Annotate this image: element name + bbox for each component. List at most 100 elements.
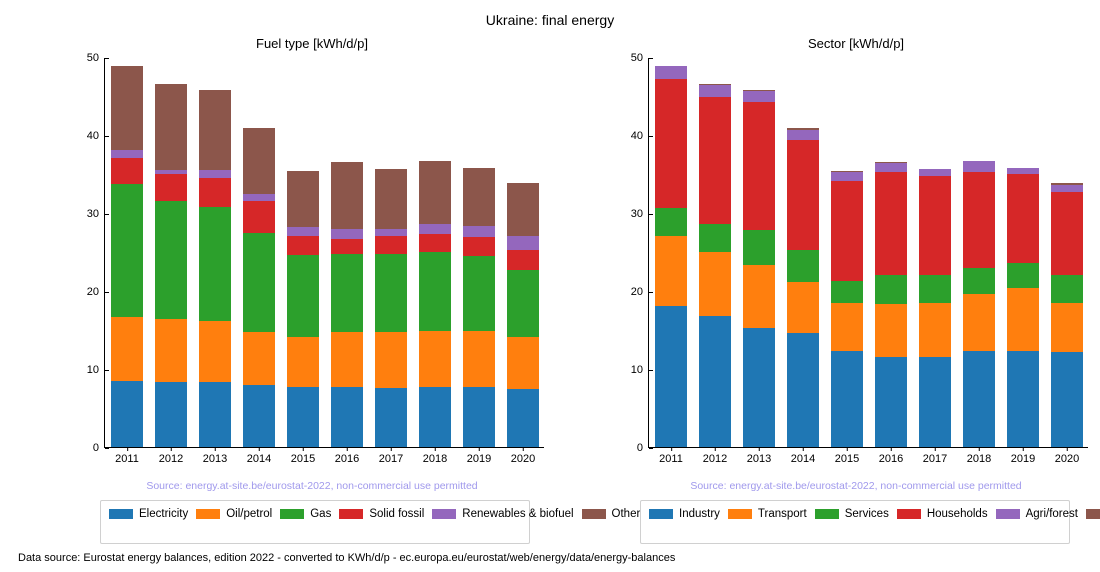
x-tick: 2020 [511, 447, 535, 465]
bar-segment [699, 252, 731, 316]
bar-segment [699, 97, 731, 224]
bar-group [1051, 183, 1083, 447]
bar-segment [655, 208, 687, 236]
bar-segment [1007, 288, 1039, 351]
plot-area-left: 0102030405020112012201320142015201620172… [104, 58, 544, 448]
bar-segment [1007, 351, 1039, 447]
panel-fuel-type: Fuel type [kWh/d/p] 01020304050201120122… [72, 38, 552, 468]
bar-group [199, 90, 231, 447]
bar-segment [287, 236, 319, 256]
bar-segment [419, 161, 451, 224]
bar-group [507, 183, 539, 447]
bar-segment [1007, 263, 1039, 288]
bar-segment [831, 303, 863, 351]
x-tick: 2012 [703, 447, 727, 465]
x-tick: 2016 [335, 447, 359, 465]
bar-segment [655, 66, 687, 78]
bar-segment [1051, 185, 1083, 192]
legend-item: Agri/forest [996, 505, 1078, 522]
legend-label: Services [845, 508, 889, 520]
bar-segment [463, 237, 495, 256]
bar-segment [655, 79, 687, 208]
bar-segment [919, 176, 951, 276]
legend-label: Other [612, 508, 641, 520]
bar-segment [831, 351, 863, 447]
bar-segment [787, 333, 819, 447]
x-tick: 2019 [1011, 447, 1035, 465]
legend-item: Other [582, 505, 641, 522]
bar-segment [699, 316, 731, 447]
bar-segment [199, 178, 231, 207]
bar-segment [831, 172, 863, 181]
legend-swatch [196, 509, 220, 519]
bar-segment [155, 201, 187, 320]
bar-segment [111, 158, 143, 185]
bar-segment [963, 161, 995, 173]
x-tick: 2014 [247, 447, 271, 465]
bar-segment [743, 102, 775, 230]
bar-segment [1051, 303, 1083, 351]
bar-segment [743, 230, 775, 265]
bar-group [787, 128, 819, 447]
bar-segment [875, 304, 907, 356]
bar-segment [199, 90, 231, 170]
y-tick: 40 [631, 130, 649, 142]
bar-segment [199, 321, 231, 383]
plot-area-right: 0102030405020112012201320142015201620172… [648, 58, 1088, 448]
legend-swatch [1086, 509, 1100, 519]
bar-segment [919, 357, 951, 447]
bar-group [655, 66, 687, 447]
source-note-right: Source: energy.at-site.be/eurostat-2022,… [616, 480, 1096, 492]
bar-segment [463, 168, 495, 226]
bar-segment [875, 163, 907, 172]
bar-group [875, 162, 907, 447]
x-tick: 2018 [967, 447, 991, 465]
bar-segment [787, 282, 819, 333]
bar-segment [331, 254, 363, 332]
bar-segment [331, 239, 363, 255]
bar-segment [507, 183, 539, 235]
x-tick: 2013 [203, 447, 227, 465]
legend-label: Households [927, 508, 988, 520]
bar-segment [155, 84, 187, 170]
bar-segment [1051, 192, 1083, 275]
bar-segment [243, 233, 275, 333]
bar-segment [243, 332, 275, 385]
legend-swatch [109, 509, 133, 519]
bar-segment [507, 236, 539, 250]
legend-item: Oil/petrol [196, 505, 272, 522]
bar-segment [875, 357, 907, 447]
x-tick: 2018 [423, 447, 447, 465]
bar-segment [419, 234, 451, 252]
bar-segment [375, 388, 407, 447]
bar-segment [155, 319, 187, 382]
bar-group [331, 162, 363, 447]
x-tick: 2015 [835, 447, 859, 465]
bar-segment [331, 229, 363, 239]
y-tick: 50 [631, 52, 649, 64]
bar-segment [243, 385, 275, 447]
bar-group [919, 169, 951, 447]
bar-group [963, 161, 995, 447]
bar-segment [331, 387, 363, 447]
bar-group [1007, 168, 1039, 447]
y-tick: 0 [637, 442, 649, 454]
legend-item: Industry [649, 505, 720, 522]
bar-segment [875, 172, 907, 275]
legend-label: Solid fossil [369, 508, 424, 520]
bar-segment [111, 66, 143, 149]
bar-segment [963, 351, 995, 447]
x-tick: 2011 [115, 447, 139, 465]
bar-segment [243, 201, 275, 232]
legend-swatch [280, 509, 304, 519]
legend-label: Gas [310, 508, 331, 520]
bar-segment [111, 184, 143, 317]
bar-group [155, 84, 187, 447]
bar-segment [199, 207, 231, 321]
bar-segment [287, 387, 319, 447]
bar-segment [463, 226, 495, 238]
y-tick: 0 [93, 442, 105, 454]
bar-segment [155, 174, 187, 201]
bar-segment [419, 224, 451, 234]
bar-segment [287, 227, 319, 236]
